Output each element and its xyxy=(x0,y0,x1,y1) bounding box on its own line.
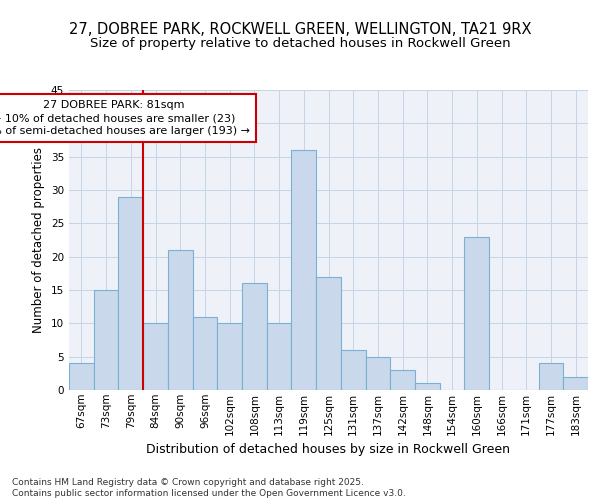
Bar xyxy=(217,324,242,390)
Bar xyxy=(415,384,440,390)
Bar xyxy=(365,356,390,390)
Bar xyxy=(390,370,415,390)
Bar xyxy=(464,236,489,390)
Bar xyxy=(563,376,588,390)
Bar xyxy=(69,364,94,390)
Text: Size of property relative to detached houses in Rockwell Green: Size of property relative to detached ho… xyxy=(89,38,511,51)
Y-axis label: Number of detached properties: Number of detached properties xyxy=(32,147,46,333)
Bar xyxy=(143,324,168,390)
Bar xyxy=(267,324,292,390)
Text: 27 DOBREE PARK: 81sqm
← 10% of detached houses are smaller (23)
87% of semi-deta: 27 DOBREE PARK: 81sqm ← 10% of detached … xyxy=(0,100,250,136)
Bar xyxy=(341,350,365,390)
Bar xyxy=(539,364,563,390)
Bar xyxy=(94,290,118,390)
Bar xyxy=(292,150,316,390)
Bar xyxy=(193,316,217,390)
Bar xyxy=(118,196,143,390)
Bar xyxy=(316,276,341,390)
Bar xyxy=(242,284,267,390)
Text: Contains HM Land Registry data © Crown copyright and database right 2025.
Contai: Contains HM Land Registry data © Crown c… xyxy=(12,478,406,498)
Text: 27, DOBREE PARK, ROCKWELL GREEN, WELLINGTON, TA21 9RX: 27, DOBREE PARK, ROCKWELL GREEN, WELLING… xyxy=(69,22,531,38)
X-axis label: Distribution of detached houses by size in Rockwell Green: Distribution of detached houses by size … xyxy=(146,443,511,456)
Bar xyxy=(168,250,193,390)
